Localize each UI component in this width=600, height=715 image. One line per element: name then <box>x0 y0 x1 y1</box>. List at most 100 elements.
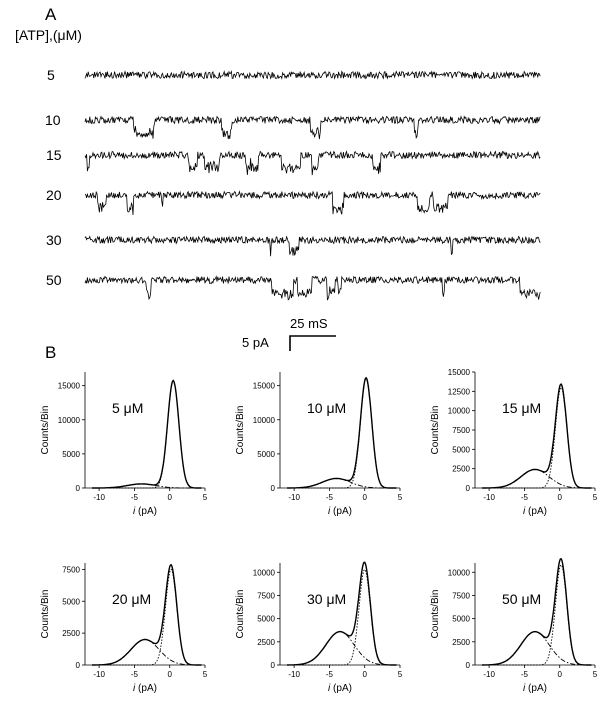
histogram-curve <box>92 563 202 666</box>
y-tick-label: 5000 <box>257 450 275 459</box>
x-tick-label: -5 <box>326 670 334 679</box>
y-axis-title: Counts/Bin <box>40 590 51 639</box>
histogram-panel: 0 2500 5000 7500 10000 12500 15000 -10 -5 0 5 Count… <box>430 368 598 517</box>
scale-bar-time-label: 25 mS <box>290 316 328 331</box>
x-tick-label: 0 <box>167 670 172 679</box>
y-tick-label: 10000 <box>253 416 276 425</box>
y-tick-label: 12500 <box>448 387 471 396</box>
scale-bar-lines <box>289 335 336 351</box>
x-axis-title: i (pA) <box>328 683 352 694</box>
y-tick-label: 2500 <box>452 465 470 474</box>
concentration-label: 30 μM <box>307 591 346 607</box>
histogram-curve <box>92 379 202 489</box>
y-tick-label: 10000 <box>253 568 276 577</box>
y-axis-title: Counts/Bin <box>430 406 441 455</box>
histogram-curve <box>482 383 592 489</box>
concentration-label: 10 μM <box>307 400 346 416</box>
concentration-row-label: 50 <box>46 272 62 288</box>
x-tick-label: -10 <box>288 670 300 679</box>
current-trace <box>84 190 541 216</box>
open-state-fit <box>482 468 592 489</box>
histogram-panel: 0 2500 5000 7500 10000 -10 -5 0 5 Counts/Bin i (pA… <box>430 557 598 694</box>
y-tick-label: 7500 <box>62 565 80 574</box>
y-tick-label: 5000 <box>62 597 80 606</box>
open-state-fit <box>287 631 397 666</box>
current-trace <box>84 275 541 301</box>
y-tick-label: 15000 <box>58 382 81 391</box>
x-axis-title: i (pA) <box>133 683 157 694</box>
y-tick-label: 5000 <box>62 450 80 459</box>
x-tick-label: -10 <box>93 493 105 502</box>
x-axis-title: i (pA) <box>523 506 547 517</box>
y-tick-label: 5000 <box>257 615 275 624</box>
x-tick-label: 5 <box>593 670 598 679</box>
y-axis-title: Counts/Bin <box>235 406 246 455</box>
x-tick-label: -5 <box>521 670 529 679</box>
y-tick-label: 10000 <box>448 407 471 416</box>
concentration-label: 20 μM <box>112 591 151 607</box>
x-tick-label: 5 <box>398 670 403 679</box>
y-tick-label: 7500 <box>452 426 470 435</box>
concentration-row-label: 30 <box>46 232 62 248</box>
x-tick-label: -10 <box>483 493 495 502</box>
histogram-panel: 0 2500 5000 7500 10000 -10 -5 0 5 Counts/Bin i (pA… <box>235 561 403 694</box>
concentration-row-label: 5 <box>47 67 55 83</box>
y-tick-label: 2500 <box>257 638 275 647</box>
panel-a-letter: A <box>45 5 57 24</box>
current-trace <box>84 115 541 140</box>
histogram-panel: 0 5000 10000 15000 -10 -5 0 5 Counts/Bin i (pA) 10… <box>235 372 403 517</box>
atp-concentration-header: [ATP],(μM) <box>15 27 82 43</box>
y-tick-label: 5000 <box>452 445 470 454</box>
x-tick-label: 0 <box>557 493 562 502</box>
x-tick-label: 0 <box>557 670 562 679</box>
x-tick-label: 0 <box>362 670 367 679</box>
y-tick-label: 0 <box>271 661 276 670</box>
concentration-row-label: 20 <box>46 187 62 203</box>
closed-state-fit <box>287 378 397 489</box>
x-tick-label: -10 <box>288 493 300 502</box>
histogram-panel: 0 2500 5000 7500 -10 -5 0 5 Counts/Bin i (pA) 20 μ… <box>40 563 208 694</box>
x-tick-label: -10 <box>93 670 105 679</box>
x-axis-title: i (pA) <box>328 506 352 517</box>
y-axis-title: Counts/Bin <box>235 590 246 639</box>
y-tick-label: 7500 <box>452 591 470 600</box>
y-tick-label: 0 <box>466 661 471 670</box>
x-tick-label: 5 <box>398 493 403 502</box>
x-tick-label: 0 <box>167 493 172 502</box>
closed-state-fit <box>92 380 202 489</box>
current-trace <box>84 235 541 257</box>
y-axis-title: Counts/Bin <box>430 590 441 639</box>
y-tick-label: 0 <box>271 484 276 493</box>
x-axis-title: i (pA) <box>133 506 157 517</box>
y-tick-label: 10000 <box>448 568 471 577</box>
x-tick-label: -5 <box>131 670 139 679</box>
y-axis-title: Counts/Bin <box>40 406 51 455</box>
x-tick-label: -5 <box>521 493 529 502</box>
y-tick-label: 15000 <box>253 382 276 391</box>
closed-state-fit <box>92 568 202 666</box>
y-tick-label: 7500 <box>257 591 275 600</box>
histogram-curve <box>287 561 397 666</box>
current-trace <box>84 150 541 176</box>
x-tick-label: 5 <box>593 493 598 502</box>
histogram-panel: 0 5000 10000 15000 -10 -5 0 5 Counts/Bin i (pA) 5 … <box>40 372 208 517</box>
current-trace <box>84 70 541 80</box>
y-tick-label: 2500 <box>452 638 470 647</box>
y-tick-label: 0 <box>76 484 81 493</box>
x-tick-label: 0 <box>362 493 367 502</box>
y-tick-label: 15000 <box>448 368 471 377</box>
y-tick-label: 10000 <box>58 416 81 425</box>
closed-state-fit <box>287 568 397 666</box>
concentration-label: 15 μM <box>502 400 541 416</box>
y-tick-label: 0 <box>76 661 81 670</box>
concentration-label: 5 μM <box>112 400 143 416</box>
current-traces: 5 10 15 20 30 50 <box>45 67 541 301</box>
closed-state-fit <box>482 564 592 666</box>
x-tick-label: 5 <box>203 493 208 502</box>
panel-b-letter: B <box>45 343 56 362</box>
y-tick-label: 5000 <box>452 615 470 624</box>
concentration-row-label: 10 <box>45 112 61 128</box>
concentration-row-label: 15 <box>46 147 62 163</box>
